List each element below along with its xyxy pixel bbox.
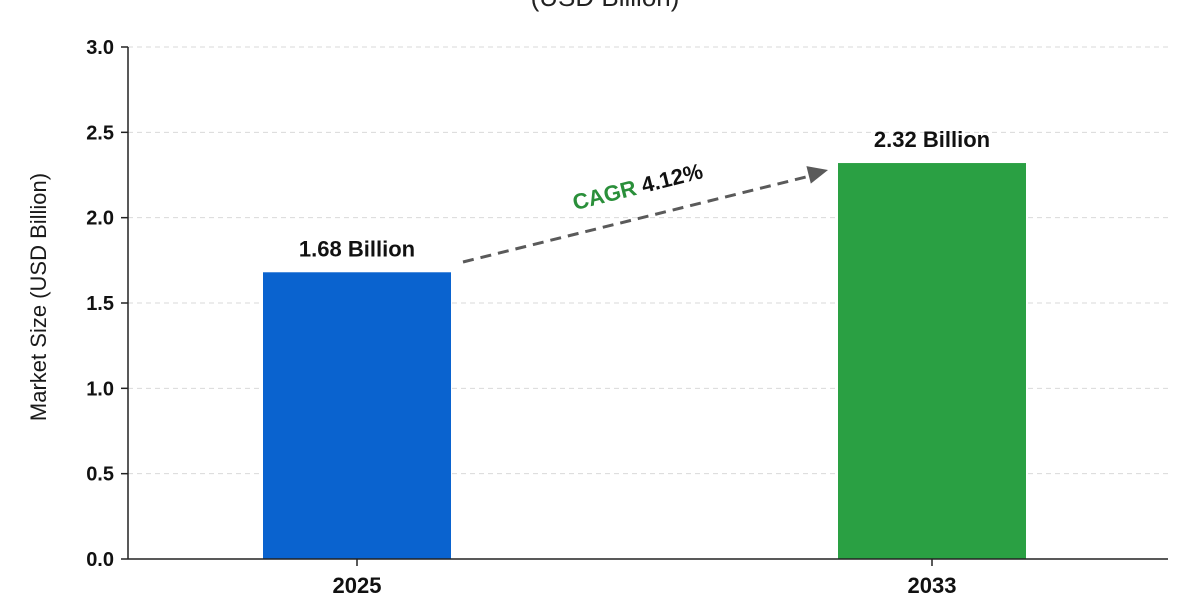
cagr-value-text: 4.12% [639, 158, 706, 197]
y-tick-label: 3.0 [86, 37, 114, 59]
cagr-label: CAGR 4.12% [570, 158, 705, 215]
y-tick-label: 1.0 [86, 378, 114, 400]
cagr-annotation: CAGR 4.12% [462, 158, 828, 264]
bar [838, 163, 1026, 559]
y-tick-label: 0.5 [86, 464, 114, 486]
chart-title: (USD Billion) [531, 0, 680, 12]
y-tick-label: 0.0 [86, 549, 114, 571]
y-tick-label: 2.5 [86, 122, 114, 144]
x-tick-label: 2025 [333, 573, 382, 598]
bars [263, 163, 1026, 559]
bar [263, 272, 451, 559]
y-tick-label: 1.5 [86, 293, 114, 315]
x-tick-label: 2033 [908, 573, 957, 598]
cagr-arrow-line [462, 173, 815, 264]
data-label: 2.32 Billion [874, 127, 990, 152]
cagr-label-text: CAGR [570, 174, 645, 216]
y-axis-label: Market Size (USD Billion) [26, 173, 51, 421]
data-label: 1.68 Billion [299, 236, 415, 261]
axes [121, 46, 1168, 566]
cagr-arrow-head [806, 166, 828, 184]
labels: 0.0 0.5 1.0 1.5 2.0 2.5 3.0 2025 1.68 Billion 203… [86, 37, 990, 598]
y-tick-label: 2.0 [86, 208, 114, 230]
